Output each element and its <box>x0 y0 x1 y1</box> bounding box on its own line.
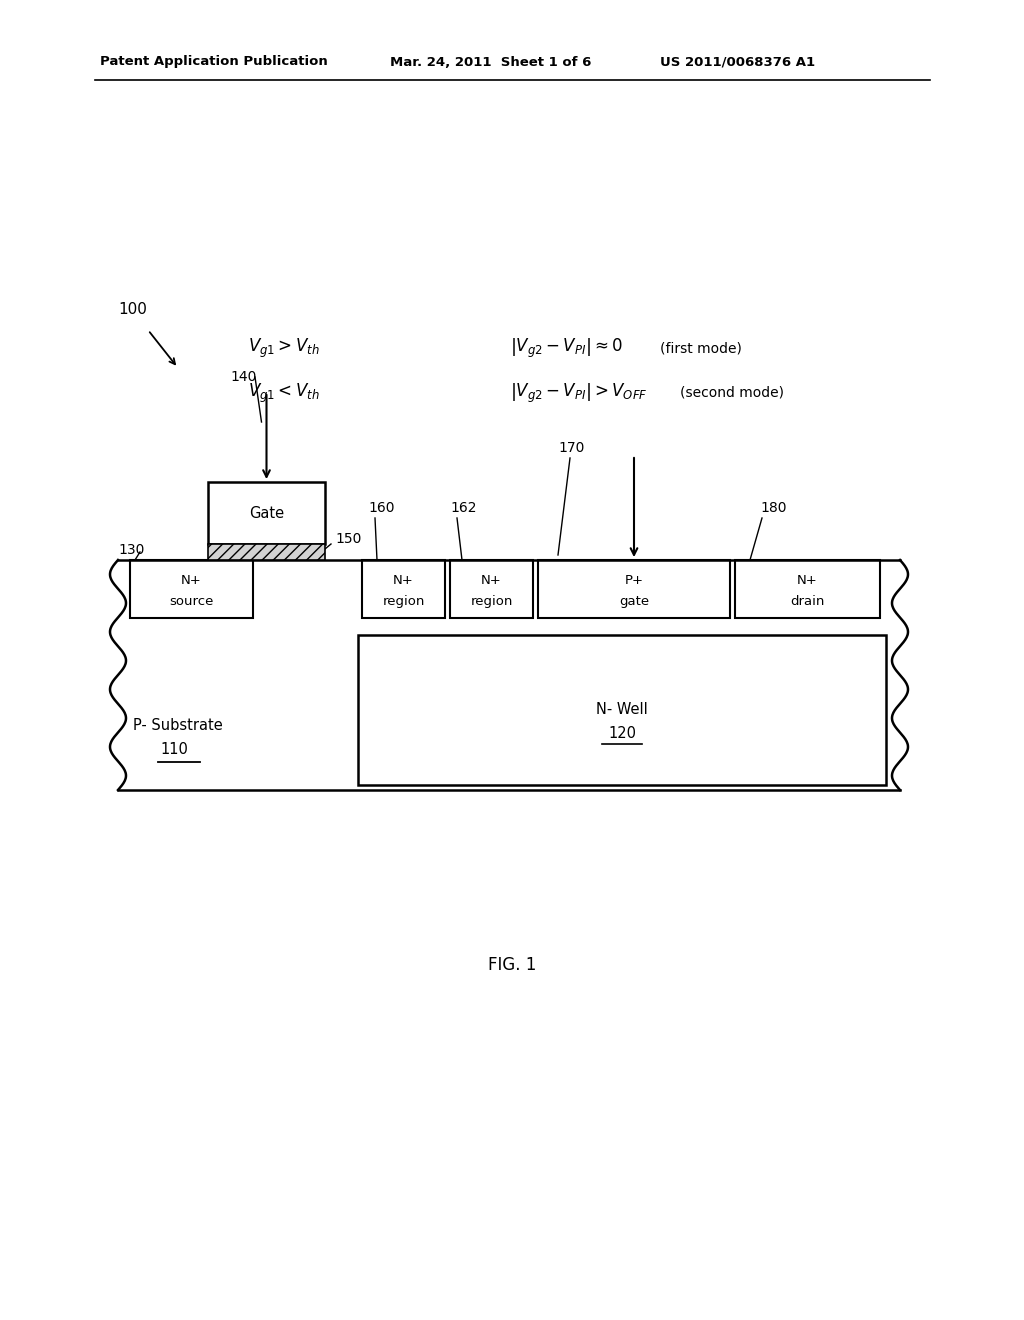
Bar <box>118 560 900 789</box>
Text: (first mode): (first mode) <box>660 341 741 355</box>
Text: P+: P+ <box>625 574 643 587</box>
Text: (second mode): (second mode) <box>680 385 784 400</box>
Text: 150: 150 <box>335 532 361 546</box>
Text: US 2011/0068376 A1: US 2011/0068376 A1 <box>660 55 815 69</box>
Text: 100: 100 <box>118 302 146 318</box>
Text: FIG. 1: FIG. 1 <box>487 956 537 974</box>
Text: P- Substrate: P- Substrate <box>133 718 223 733</box>
Bar <box>208 544 325 560</box>
Text: Mar. 24, 2011  Sheet 1 of 6: Mar. 24, 2011 Sheet 1 of 6 <box>390 55 592 69</box>
Text: N+: N+ <box>481 574 502 587</box>
Text: 140: 140 <box>230 370 256 384</box>
Bar <box>362 560 445 618</box>
Bar <box>538 560 730 618</box>
Bar <box>735 560 880 618</box>
Text: N+: N+ <box>393 574 414 587</box>
Text: $V_{g1} < V_{th}$: $V_{g1} < V_{th}$ <box>248 381 319 405</box>
Text: 180: 180 <box>760 502 786 515</box>
Text: 120: 120 <box>608 726 636 741</box>
Text: $\left|V_{g2}-V_{PI}\right|>V_{OFF}$: $\left|V_{g2}-V_{PI}\right|>V_{OFF}$ <box>510 381 647 405</box>
Text: region: region <box>470 595 513 609</box>
Text: 170: 170 <box>558 441 585 455</box>
Text: $\left|V_{g2}-V_{PI}\right|\approx 0$: $\left|V_{g2}-V_{PI}\right|\approx 0$ <box>510 337 623 359</box>
Text: Gate: Gate <box>249 506 284 520</box>
Text: region: region <box>382 595 425 609</box>
Bar <box>130 560 253 618</box>
Text: gate: gate <box>618 595 649 609</box>
Text: Patent Application Publication: Patent Application Publication <box>100 55 328 69</box>
Text: 130: 130 <box>118 543 144 557</box>
Text: N+: N+ <box>797 574 818 587</box>
Bar <box>450 560 534 618</box>
Bar <box>208 482 325 544</box>
Text: $V_{g1} > V_{th}$: $V_{g1} > V_{th}$ <box>248 337 319 359</box>
Text: drain: drain <box>791 595 824 609</box>
Text: source: source <box>169 595 214 609</box>
Text: 160: 160 <box>368 502 394 515</box>
Text: N- Well: N- Well <box>596 702 648 718</box>
Text: 110: 110 <box>160 742 187 758</box>
Text: N+: N+ <box>181 574 202 587</box>
Text: 162: 162 <box>450 502 476 515</box>
Bar <box>358 635 886 785</box>
